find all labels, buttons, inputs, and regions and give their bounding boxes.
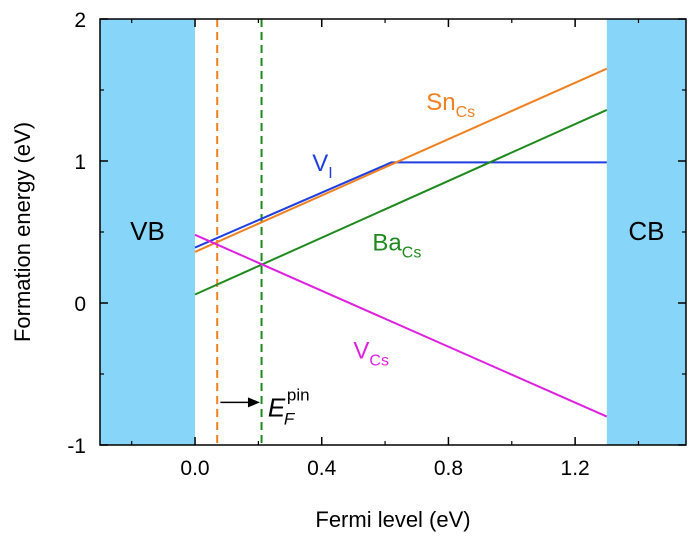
band-label-cb: CB <box>628 216 664 246</box>
band-regions: VB CB <box>100 19 686 445</box>
series-line-v-i <box>194 161 607 249</box>
y-tick-label: 2 <box>74 9 86 32</box>
y-axis-label: Formation energy (eV) <box>10 122 35 342</box>
x-tick-label: 0.8 <box>434 457 463 480</box>
x-tick-label: 0.0 <box>180 457 209 480</box>
pin-label-sup: pin <box>287 386 310 405</box>
y-tick-label: -1 <box>67 435 86 458</box>
pin-label-sub: F <box>284 410 296 429</box>
series-line-ba-cs <box>194 108 608 296</box>
series-labels: VI SnCs BaCs VCs <box>312 89 475 370</box>
band-label-vb: VB <box>130 216 165 246</box>
y-tick-label: 0 <box>74 293 86 316</box>
band-vb <box>100 19 196 445</box>
series-line-v-cs <box>194 233 608 418</box>
x-axis-label: Fermi level (eV) <box>315 507 470 532</box>
series-label-sn-cs: SnCs <box>426 89 475 121</box>
series-label-ba-cs: BaCs <box>372 229 421 261</box>
series-line-sn-cs <box>194 67 608 253</box>
axis-ticks: 0.0 0.4 0.8 1.2 -1 0 1 2 <box>67 9 686 480</box>
series-label-v-i: VI <box>312 150 332 182</box>
pin-label-main: E <box>268 393 286 423</box>
x-tick-label: 1.2 <box>561 457 590 480</box>
band-cb <box>606 19 686 445</box>
x-tick-label: 0.4 <box>307 457 337 480</box>
y-tick-label: 1 <box>74 151 86 174</box>
series-lines <box>194 67 608 418</box>
pin-arrow-head <box>247 397 260 408</box>
pin-lines <box>216 19 263 445</box>
series-label-v-cs: VCs <box>353 337 389 369</box>
